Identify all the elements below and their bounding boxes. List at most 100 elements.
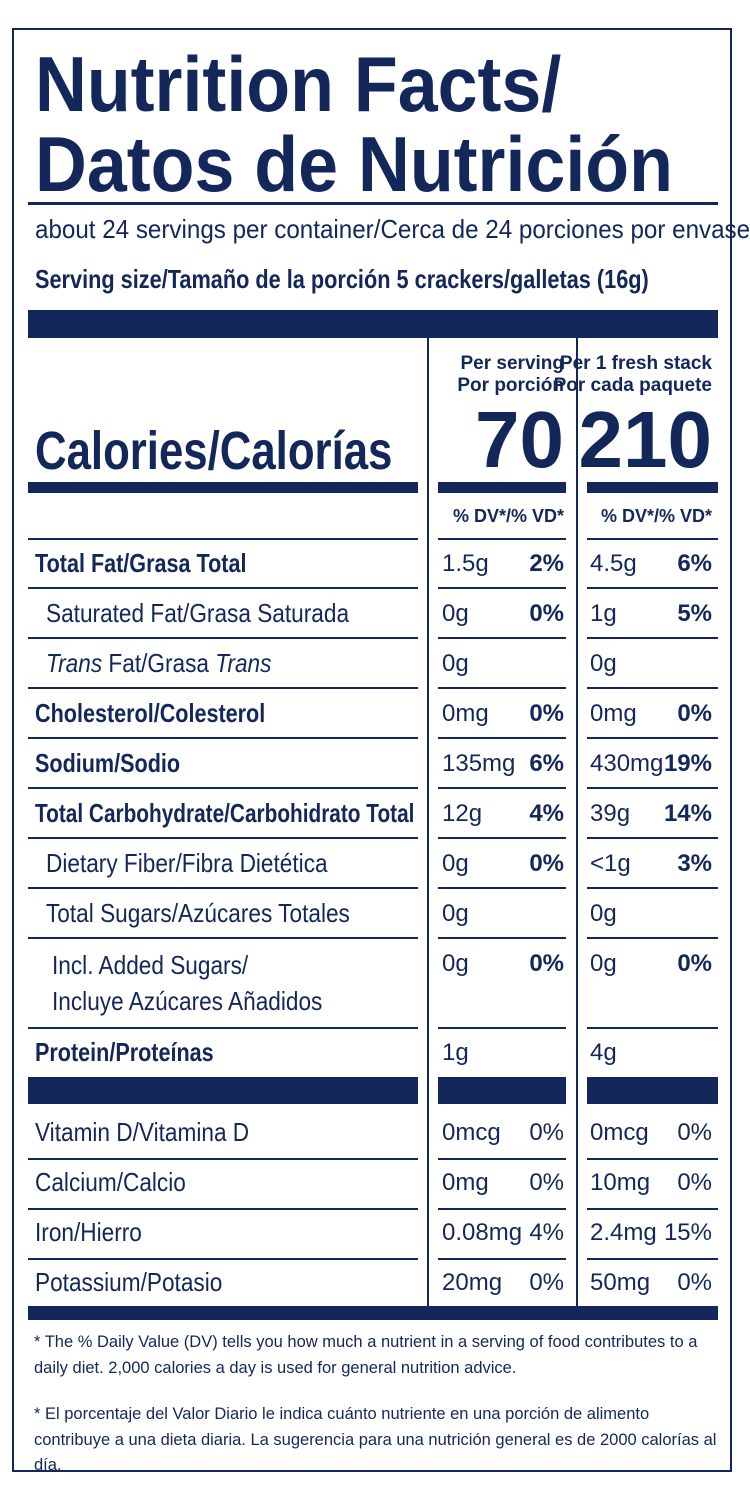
- vitamin-label: Potassium/Potasio: [35, 1267, 223, 1297]
- nutrient-amount-col1: 1.5g: [442, 550, 489, 577]
- row-rule: [438, 538, 566, 540]
- row-rule: [587, 1208, 718, 1210]
- nutrient-amount-col1: 0g: [442, 950, 469, 977]
- row-rule: [587, 637, 718, 639]
- nutrient-label: Incl. Added Sugars/: [52, 950, 249, 980]
- footnote-english: * The % Daily Value (DV) tells you how m…: [34, 1333, 698, 1377]
- nutrient-dv-col1: 0%: [529, 700, 564, 727]
- nutrient-amount-col2: 0g: [590, 950, 617, 977]
- calories-bar-col1: [438, 482, 566, 493]
- row-rule: [587, 837, 718, 839]
- nutrient-amount-col2: 430mg: [590, 750, 664, 777]
- nutrient-dv-col1: 0%: [529, 850, 564, 877]
- row-rule: [28, 587, 418, 589]
- title-line-1: Nutrition Facts/: [35, 40, 562, 128]
- nutrient-dv-col1: 0%: [529, 600, 564, 627]
- nutrient-dv-col2: 14%: [663, 800, 712, 827]
- vitamin-label: Vitamin D/Vitamina D: [35, 1117, 250, 1147]
- nutrient-amount-col2: 0mg: [590, 700, 637, 727]
- nutrient-amount-col2: <1g: [590, 850, 631, 877]
- servings-per-container: about 24 servings per container/Cerca de…: [35, 214, 750, 244]
- title-rule: [28, 202, 718, 205]
- nutrient-amount-col1: 1g: [442, 1039, 469, 1066]
- row-rule: [438, 687, 566, 689]
- row-rule: [28, 787, 418, 789]
- vitamin-dv-col1: 4%: [529, 1219, 564, 1246]
- nutrient-label-trans-fat: Trans Fat/Grasa Trans: [46, 648, 271, 679]
- col2-dv-header: % DV*/% VD*: [600, 506, 712, 526]
- vitamin-dv-col2: 0%: [677, 1169, 712, 1196]
- nutrient-dv-col1: 0%: [529, 950, 564, 977]
- nutrient-amount-col1: 0g: [442, 850, 469, 877]
- calories-label: Calories/Calorías: [35, 421, 393, 481]
- thick-bar-top: [28, 310, 718, 338]
- row-rule: [587, 1258, 718, 1260]
- row-rule: [438, 1027, 566, 1029]
- vitamin-label: Calcium/Calcio: [35, 1167, 186, 1197]
- nutrient-amount-col2: 1g: [590, 600, 617, 627]
- nutrient-amount-col1: 0g: [442, 600, 469, 627]
- nutrient-dv-col2: 3%: [677, 850, 712, 877]
- nutrient-dv-col1: 6%: [529, 750, 564, 777]
- vitamin-amount-col2: 2.4mg: [590, 1219, 657, 1246]
- nutrient-amount-col2: 0g: [590, 900, 617, 927]
- calories-bar-col2: [587, 482, 718, 493]
- row-rule: [438, 587, 566, 589]
- row-rule: [438, 787, 566, 789]
- col1-header-es: Por porción: [457, 374, 564, 396]
- vitamin-dv-col1: 0%: [529, 1169, 564, 1196]
- col1-header-en: Per serving: [460, 353, 565, 374]
- nutrient-label: Total Sugars/Azúcares Totales: [46, 898, 350, 928]
- calories-per-serving: 70: [475, 395, 564, 484]
- nutrient-dv-col2: 19%: [663, 750, 712, 777]
- row-rule: [28, 937, 418, 939]
- row-rule: [587, 737, 718, 739]
- column-divider-left: [427, 338, 429, 1308]
- nutrient-dv-col2: 0%: [677, 700, 712, 727]
- title-line-2: Datos de Nutrición: [35, 120, 673, 208]
- nutrient-amount-col1: 0g: [442, 900, 469, 927]
- nutrient-amount-col1: 135mg: [442, 750, 516, 777]
- nutrient-label: Saturated Fat/Grasa Saturada: [46, 598, 350, 628]
- row-rule: [438, 837, 566, 839]
- col2-header-es: Por cada paquete: [553, 374, 712, 396]
- nutrition-label-frame: [12, 28, 732, 1472]
- vitamins-bar-col2: [587, 1077, 718, 1104]
- nutrient-dv-col2: 0%: [677, 950, 712, 977]
- vitamin-amount-col2: 50mg: [590, 1269, 651, 1296]
- calories-bar-label: [28, 482, 418, 493]
- row-rule: [28, 887, 418, 889]
- row-rule: [28, 538, 418, 540]
- row-rule: [587, 937, 718, 939]
- nutrient-dv-col2: 5%: [677, 600, 712, 627]
- row-rule: [28, 637, 418, 639]
- nutrient-amount-col2: 0g: [590, 650, 617, 677]
- row-rule: [587, 1158, 718, 1160]
- nutrient-dv-col2: 6%: [677, 550, 712, 577]
- row-rule: [587, 587, 718, 589]
- vitamin-amount-col2: 0mcg: [590, 1119, 649, 1146]
- trans-italic: Trans: [46, 648, 103, 678]
- nutrient-amount-col2: 4.5g: [590, 550, 637, 577]
- row-rule: [438, 1258, 566, 1260]
- nutrient-label: Sodium/Sodio: [35, 748, 181, 778]
- vitamin-dv-col1: 0%: [529, 1119, 564, 1146]
- nutrient-label: Total Fat/Grasa Total: [35, 548, 247, 578]
- nutrient-amount-col1: 0g: [442, 650, 469, 677]
- row-rule: [438, 1158, 566, 1160]
- row-rule: [28, 1158, 418, 1160]
- row-rule: [587, 687, 718, 689]
- vitamin-dv-col2: 0%: [677, 1119, 712, 1146]
- vitamin-amount-col1: 0.08mg: [442, 1219, 523, 1246]
- nutrient-label-line2: Incluye Azúcares Añadidos: [52, 986, 323, 1016]
- vitamin-amount-col1: 0mcg: [442, 1119, 501, 1146]
- vitamin-dv-col2: 15%: [663, 1219, 712, 1246]
- nutrient-dv-col1: 2%: [529, 550, 564, 577]
- thick-bar-bottom: [28, 1306, 718, 1320]
- trans-italic: Trans: [215, 648, 272, 678]
- nutrient-amount-col1: 12g: [442, 800, 483, 827]
- row-rule: [438, 937, 566, 939]
- nutrient-amount-col1: 0mg: [442, 700, 489, 727]
- footnote-spanish: * El porcentaje del Valor Diario le indi…: [34, 1405, 717, 1475]
- row-rule: [587, 538, 718, 540]
